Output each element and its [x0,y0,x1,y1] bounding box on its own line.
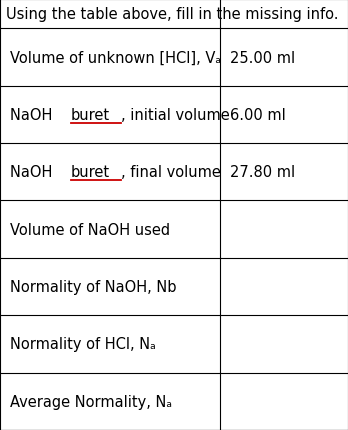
Text: 27.80 ml: 27.80 ml [230,165,295,180]
Text: buret: buret [71,165,110,180]
Text: Average Normality, Nₐ: Average Normality, Nₐ [10,394,172,409]
Text: NaOH: NaOH [10,108,57,123]
Text: NaOH: NaOH [10,165,57,180]
Text: 25.00 ml: 25.00 ml [230,50,295,65]
Text: Volume of NaOH used: Volume of NaOH used [10,222,170,237]
Text: buret: buret [71,108,110,123]
Text: Using the table above, fill in the missing info.: Using the table above, fill in the missi… [6,7,339,22]
Text: , initial volume: , initial volume [121,108,230,123]
Text: 6.00 ml: 6.00 ml [230,108,286,123]
Text: , final volume: , final volume [121,165,221,180]
Text: Normality of NaOH, Nb: Normality of NaOH, Nb [10,280,176,295]
Text: Volume of unknown [HCl], Vₐ: Volume of unknown [HCl], Vₐ [10,50,221,65]
Text: Normality of HCl, Nₐ: Normality of HCl, Nₐ [10,337,156,352]
